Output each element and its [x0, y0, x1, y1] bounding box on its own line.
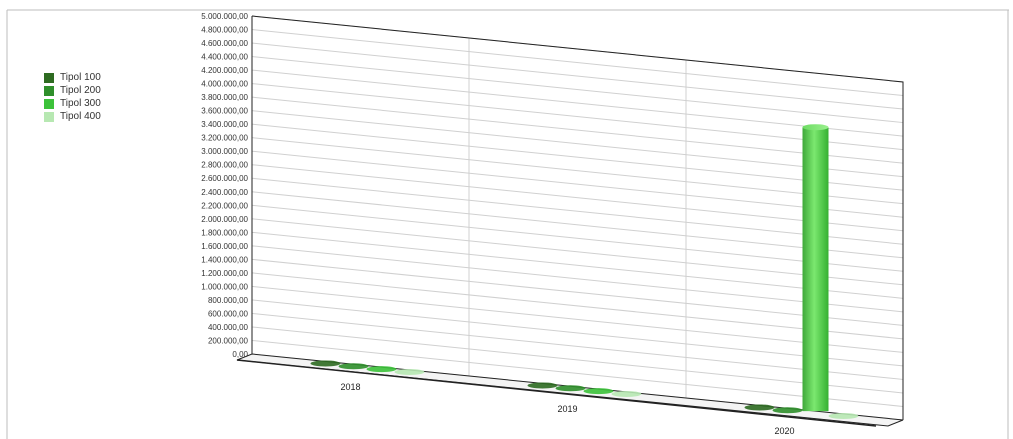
bars	[310, 124, 859, 419]
y-gridline	[251, 56, 904, 124]
bar	[527, 382, 558, 389]
legend-item-tipol-200: Tipol 200	[44, 84, 101, 97]
legend-item-tipol-100: Tipol 100	[44, 71, 101, 84]
y-tick-label: 4.800.000,00	[201, 26, 248, 35]
bar	[611, 390, 642, 397]
y-tick-label: 3.600.000,00	[201, 107, 248, 116]
y-tick-label: 1.200.000,00	[201, 269, 248, 278]
y-tick-label: 4.600.000,00	[201, 39, 248, 48]
y-gridline	[251, 191, 904, 259]
bar	[555, 385, 586, 392]
y-gridline	[251, 96, 904, 164]
y-tick-label: 4.200.000,00	[201, 66, 248, 75]
legend-swatch	[44, 111, 54, 122]
y-tick-label: 2.200.000,00	[201, 201, 248, 210]
y-gridline	[251, 29, 904, 97]
y-tick-label: 2.800.000,00	[201, 161, 248, 170]
y-tick-label: 400.000,00	[208, 323, 249, 332]
y-gridline	[251, 258, 904, 326]
y-tick-label: 5.000.000,00	[201, 12, 248, 21]
y-gridline	[251, 339, 904, 407]
y-tick-labels: 0,00 200.000,00 400.000,00 600.000,00 800.00…	[201, 12, 248, 359]
y-tick-label: 3.400.000,00	[201, 120, 248, 129]
y-tick-label: 3.000.000,00	[201, 147, 248, 156]
legend-swatch	[44, 72, 54, 83]
y-gridline	[251, 83, 904, 151]
y-tick-label: 3.200.000,00	[201, 134, 248, 143]
bar	[338, 363, 369, 370]
y-gridline	[251, 285, 904, 353]
x-category-label: 2018	[340, 382, 360, 392]
y-gridline	[251, 231, 904, 299]
bar	[802, 127, 829, 412]
legend-swatch	[44, 98, 54, 109]
y-tick-label: 2.600.000,00	[201, 174, 248, 183]
bar	[828, 412, 859, 419]
x-axis-line	[236, 359, 877, 427]
y-tick-label: 4.000.000,00	[201, 80, 248, 89]
bar	[310, 360, 341, 367]
y-tick-label: 600.000,00	[208, 309, 249, 318]
bar	[744, 404, 775, 411]
y-gridline	[251, 42, 904, 110]
y-tick-label: 1.800.000,00	[201, 228, 248, 237]
legend-label: Tipol 200	[60, 85, 101, 96]
y-gridline	[251, 204, 904, 272]
y-tick-label: 4.400.000,00	[201, 53, 248, 62]
y-gridline	[251, 245, 904, 313]
y-gridline	[251, 110, 904, 178]
legend: Tipol 100 Tipol 200 Tipol 300 Tipol 400	[44, 71, 101, 123]
legend-item-tipol-300: Tipol 300	[44, 97, 101, 110]
legend-label: Tipol 300	[60, 98, 101, 109]
bar	[772, 407, 803, 414]
y-gridline	[251, 137, 904, 205]
y-gridline	[251, 299, 904, 367]
legend-label: Tipol 100	[60, 72, 101, 83]
y-gridline	[251, 123, 904, 191]
back-wall-border	[251, 15, 904, 420]
y-gridline	[251, 218, 904, 286]
y-tick-label: 200.000,00	[208, 336, 249, 345]
y-tick-label: 2.000.000,00	[201, 215, 248, 224]
legend-swatch	[44, 85, 54, 96]
legend-item-tipol-400: Tipol 400	[44, 110, 101, 123]
bar	[394, 368, 425, 375]
x-category-label: 2020	[774, 426, 794, 436]
y-tick-label: 800.000,00	[208, 296, 249, 305]
y-gridline	[251, 177, 904, 245]
x-category-label: 2019	[557, 404, 577, 414]
y-tick-label: 0,00	[232, 350, 248, 359]
bar	[366, 366, 397, 373]
legend-label: Tipol 400	[60, 111, 101, 122]
y-gridline	[251, 150, 904, 218]
x-category-labels: 2018 2019 2020	[340, 382, 794, 436]
y-tick-label: 1.400.000,00	[201, 255, 248, 264]
y-gridline	[251, 164, 904, 232]
y-tick-label: 2.400.000,00	[201, 188, 248, 197]
y-gridline	[251, 272, 904, 340]
y-gridline	[251, 69, 904, 137]
bar-top-cap	[802, 124, 829, 131]
bar	[583, 388, 614, 395]
y-tick-label: 3.800.000,00	[201, 93, 248, 102]
y-gridline	[251, 312, 904, 380]
y-gridline	[251, 326, 904, 394]
y-tick-label: 1.600.000,00	[201, 242, 248, 251]
y-tick-label: 1.000.000,00	[201, 282, 248, 291]
